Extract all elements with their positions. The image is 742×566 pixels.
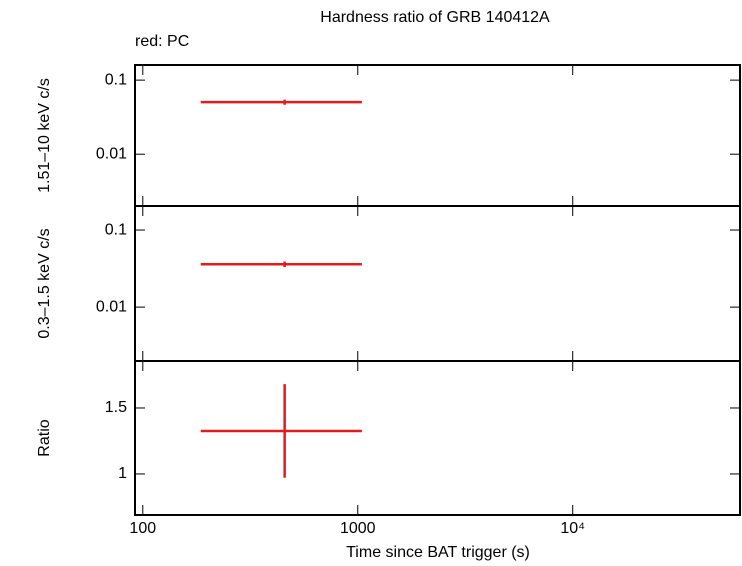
y-axis-label: 1.51–10 keV c/s — [36, 78, 53, 193]
plot-frame — [134, 205, 741, 362]
x-axis-label: Time since BAT trigger (s) — [346, 544, 530, 561]
plot-frame — [134, 360, 741, 516]
x-tick-label: 10⁴ — [560, 520, 585, 537]
y-tick-label: 1 — [118, 465, 127, 482]
y-axis-label: 0.3–1.5 keV c/s — [36, 228, 53, 338]
chart-title: Hardness ratio of GRB 140412A — [320, 9, 550, 26]
y-tick-label: 0.01 — [96, 145, 127, 162]
y-tick-label: 1.5 — [105, 399, 127, 416]
y-axis-label: Ratio — [36, 419, 53, 456]
x-tick-label: 100 — [129, 520, 156, 537]
x-tick-label: 1000 — [340, 520, 376, 537]
y-tick-label: 0.1 — [105, 221, 127, 238]
y-tick-label: 0.01 — [96, 298, 127, 315]
y-tick-label: 0.1 — [105, 71, 127, 88]
annotation: red: PC — [135, 33, 189, 50]
plot-frame — [134, 64, 741, 207]
